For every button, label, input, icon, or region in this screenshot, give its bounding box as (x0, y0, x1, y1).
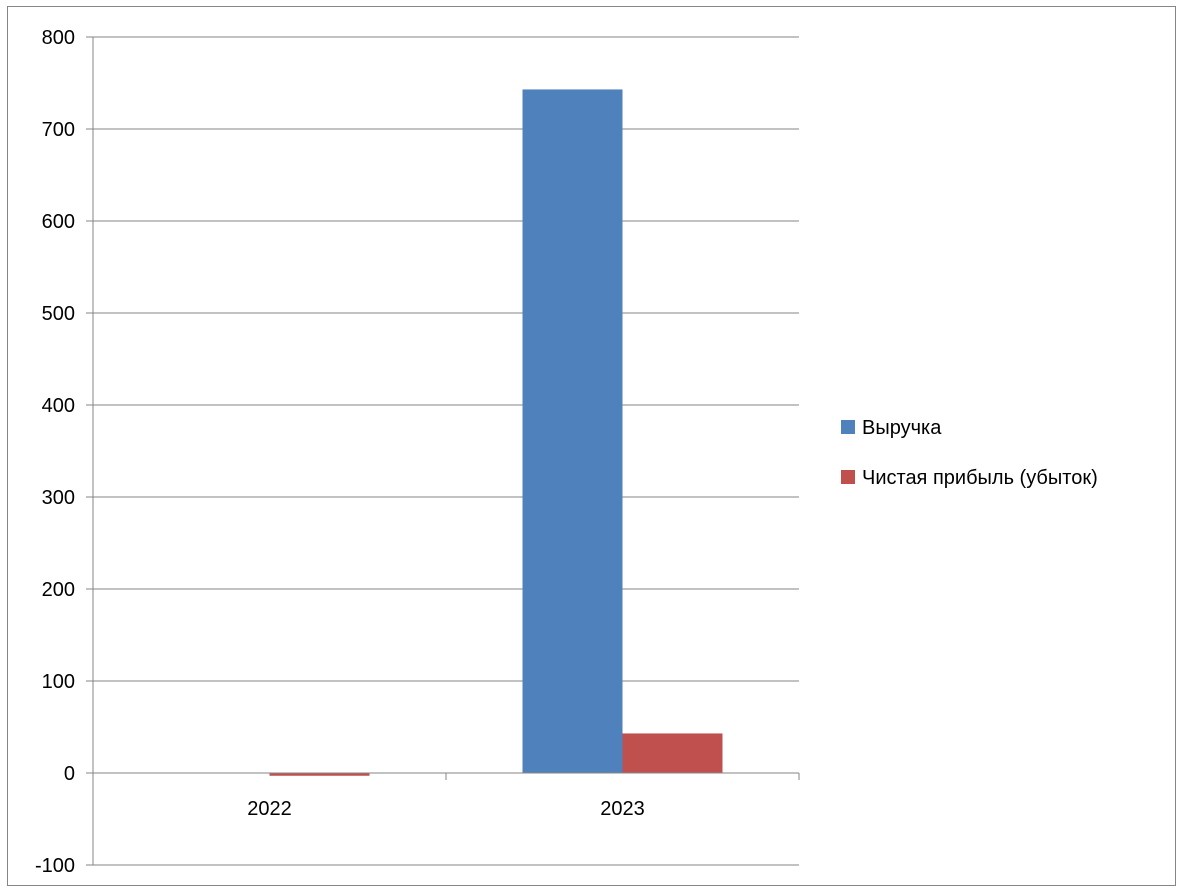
y-tick-label: 500 (42, 303, 75, 325)
x-tick-label: 2022 (247, 798, 292, 820)
x-axis-labels: 2022 2023 (247, 798, 645, 820)
y-tick-label: 200 (42, 579, 75, 601)
y-tick-label: 100 (42, 671, 75, 693)
y-tick-label: 600 (42, 211, 75, 233)
bar (622, 733, 723, 773)
y-tick-label: 800 (42, 27, 75, 49)
y-axis-ticks: -100 0 100 200 300 400 500 600 700 800 (35, 27, 75, 877)
x-tick-label: 2023 (600, 798, 645, 820)
legend-label: Чистая прибыль (убыток) (862, 467, 1098, 489)
y-tick-label: 0 (64, 763, 75, 785)
legend-swatch (841, 420, 855, 434)
y-tick-label: 300 (42, 487, 75, 509)
y-tick-label: 700 (42, 119, 75, 141)
y-tick-label: -100 (35, 855, 75, 877)
legend: Выручка Чистая прибыль (убыток) (841, 417, 1098, 489)
legend-swatch (841, 470, 855, 484)
bar (269, 773, 370, 776)
y-tick-label: 400 (42, 395, 75, 417)
axes (86, 36, 800, 866)
legend-label: Выручка (862, 417, 942, 439)
bar (522, 89, 623, 773)
bars (269, 89, 723, 776)
